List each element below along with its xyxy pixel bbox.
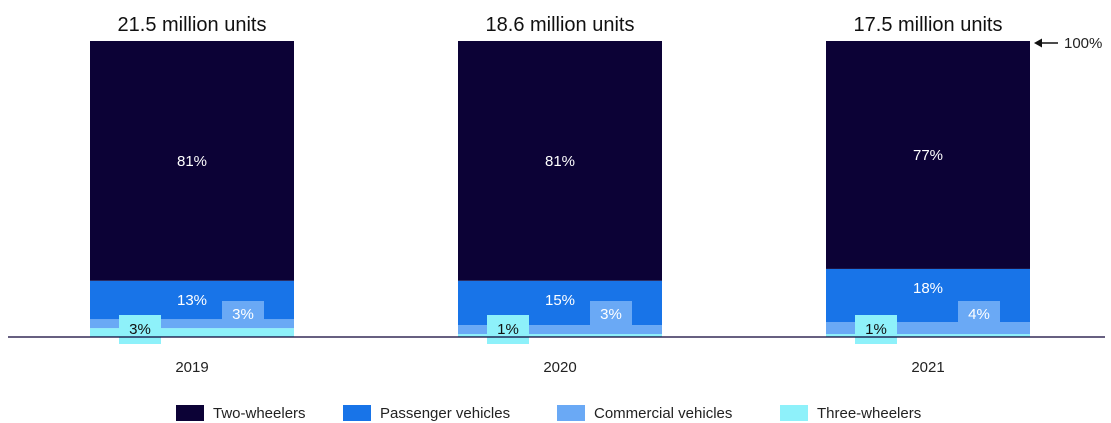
data-label-commercial-vehicles-2021: 4% — [968, 306, 990, 323]
data-label-three-wheelers-2019: 3% — [129, 321, 151, 338]
total-label-2019: 21.5 million units — [118, 14, 267, 36]
legend-label-three-wheelers: Three-wheelers — [817, 405, 921, 422]
bar-segment-two-wheelers-2019 — [90, 41, 294, 281]
bar-segment-commercial-vehicles-2019 — [90, 319, 294, 329]
callout-box-three-wheelers-2020 — [487, 315, 529, 344]
reference-marker: 100% — [1034, 35, 1102, 52]
bar-segment-commercial-vehicles-2021 — [826, 322, 1030, 335]
data-label-passenger-vehicles-2020: 15% — [545, 292, 575, 309]
bar-segment-two-wheelers-2020 — [458, 41, 662, 281]
data-label-three-wheelers-2021: 1% — [865, 321, 887, 338]
legend-swatch-passenger-vehicles — [343, 405, 371, 421]
bar-segment-three-wheelers-2019 — [90, 328, 294, 337]
callout-box-three-wheelers-2019 — [119, 315, 161, 344]
data-label-passenger-vehicles-2021: 18% — [913, 280, 943, 297]
legend-label-two-wheelers: Two-wheelers — [213, 405, 306, 422]
legend-swatch-three-wheelers — [780, 405, 808, 421]
legend: Two-wheelers Passenger vehicles Commercial… — [176, 405, 921, 422]
data-label-two-wheelers-2021: 77% — [913, 147, 943, 164]
bars-group — [90, 41, 1030, 337]
total-label-2020: 18.6 million units — [486, 14, 635, 36]
callout-box-commercial-vehicles-2020 — [590, 301, 632, 327]
bar-segment-commercial-vehicles-2020 — [458, 325, 662, 335]
data-label-two-wheelers-2019: 81% — [177, 153, 207, 170]
x-tick-label-2021: 2021 — [911, 359, 944, 376]
x-tick-label-2019: 2019 — [175, 359, 208, 376]
total-label-2021: 17.5 million units — [854, 14, 1003, 36]
reference-arrow-head — [1034, 38, 1042, 48]
bar-segment-three-wheelers-2020 — [458, 334, 662, 337]
callout-box-commercial-vehicles-2019 — [222, 301, 264, 327]
data-label-commercial-vehicles-2020: 3% — [600, 306, 622, 323]
legend-label-passenger-vehicles: Passenger vehicles — [380, 405, 510, 422]
legend-label-commercial-vehicles: Commercial vehicles — [594, 405, 732, 422]
data-label-commercial-vehicles-2019: 3% — [232, 306, 254, 323]
data-label-three-wheelers-2020: 1% — [497, 321, 519, 338]
callout-box-commercial-vehicles-2021 — [958, 301, 1000, 327]
x-tick-label-2020: 2020 — [543, 359, 576, 376]
bar-segment-two-wheelers-2021 — [826, 41, 1030, 269]
legend-swatch-commercial-vehicles — [557, 405, 585, 421]
callout-box-three-wheelers-2021 — [855, 315, 897, 344]
labels-group: 21.5 million units 81% 13% 3% 3% 2019 18.6 mil… — [118, 14, 1003, 376]
legend-swatch-two-wheelers — [176, 405, 204, 421]
bar-segment-three-wheelers-2021 — [826, 334, 1030, 337]
data-label-passenger-vehicles-2019: 13% — [177, 292, 207, 309]
data-label-two-wheelers-2020: 81% — [545, 153, 575, 170]
reference-label: 100% — [1064, 35, 1102, 52]
